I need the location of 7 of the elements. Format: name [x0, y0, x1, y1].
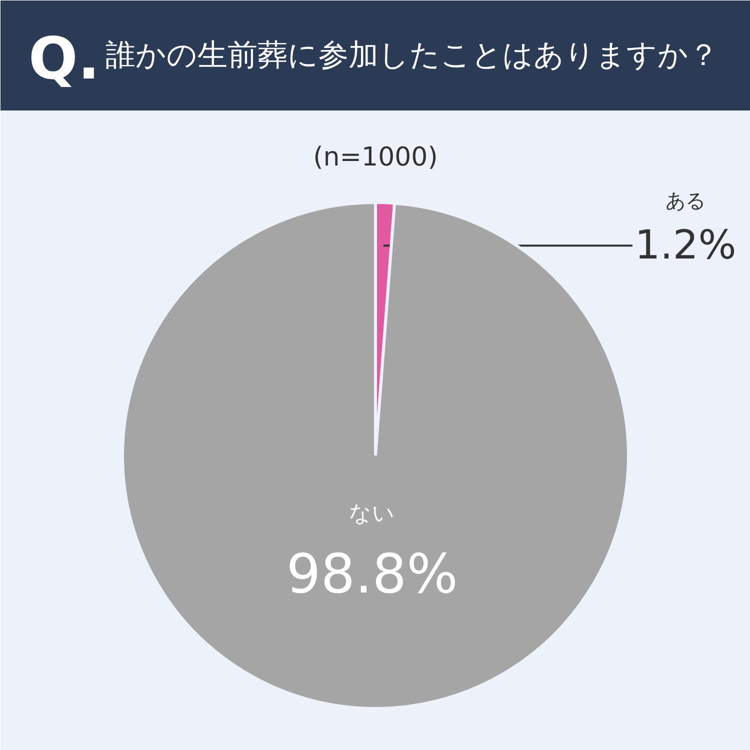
- data-label: 1.2%: [634, 222, 736, 269]
- slice-label: ある: [666, 188, 706, 213]
- slice-label: ない: [349, 501, 396, 526]
- text: Q.: [28, 24, 100, 92]
- chart-subtitle: (n=1000): [313, 142, 438, 172]
- data-label: 98.8%: [286, 542, 458, 606]
- chart-title: 誰かの生前葬に参加したことはありますか？: [106, 38, 718, 73]
